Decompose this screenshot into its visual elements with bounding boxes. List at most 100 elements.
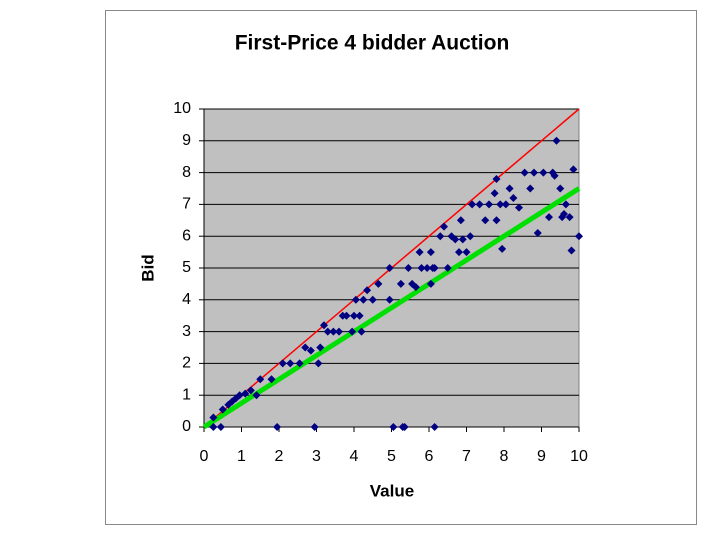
data-point (415, 248, 424, 257)
data-point (496, 200, 505, 209)
data-point (374, 279, 383, 288)
data-point (556, 184, 565, 193)
data-point (426, 248, 435, 257)
data-point (385, 264, 394, 272)
data-point (209, 423, 218, 431)
data-point (455, 248, 463, 257)
data-point (256, 375, 265, 384)
x-tick-label: 3 (312, 448, 321, 465)
y-tick-label: 1 (182, 386, 191, 403)
data-point (565, 213, 574, 222)
x-tick-label: 10 (570, 448, 588, 465)
data-point (550, 171, 559, 180)
x-tick-label: 2 (275, 448, 284, 465)
data-point (451, 235, 460, 244)
data-point (314, 359, 323, 368)
data-point (456, 216, 465, 225)
x-tick-label: 1 (237, 448, 246, 465)
data-point (368, 295, 377, 304)
data-point (530, 168, 538, 177)
data-point (306, 346, 315, 355)
data-point (561, 200, 570, 209)
chart-title: First-Price 4 bidder Auction (235, 32, 510, 55)
y-tick-label: 10 (173, 100, 191, 117)
data-point (466, 232, 475, 241)
data-point (567, 246, 576, 255)
data-point (481, 216, 490, 225)
data-point (357, 327, 366, 336)
y-tick-label: 4 (182, 291, 191, 308)
x-tick-label: 7 (462, 448, 471, 465)
data-point (310, 423, 319, 431)
data-point (560, 209, 568, 218)
y-axis-label: Bid (138, 254, 157, 281)
data-point (501, 200, 510, 209)
x-tick-label: 8 (500, 448, 509, 465)
data-point (278, 359, 287, 368)
data-point (267, 375, 276, 384)
y-tick-label: 0 (182, 418, 191, 435)
data-point (241, 389, 250, 398)
data-point (492, 216, 501, 225)
data-point (355, 311, 364, 320)
data-point (475, 200, 484, 209)
data-point (404, 264, 413, 272)
data-point (533, 229, 542, 238)
data-point (320, 321, 328, 330)
data-point (316, 343, 325, 352)
y-tick-label: 5 (182, 259, 191, 276)
data-point (492, 174, 501, 183)
data-point (417, 264, 426, 272)
data-point (335, 327, 343, 336)
data-point (515, 203, 523, 212)
data-point (246, 386, 255, 395)
data-point (348, 327, 357, 336)
data-point (575, 232, 583, 241)
data-point (363, 286, 372, 295)
data-point (545, 213, 553, 222)
data-point (552, 136, 561, 145)
data-point (426, 279, 435, 288)
data-point (359, 295, 368, 304)
data-point (443, 264, 452, 272)
data-point (509, 194, 518, 203)
data-point (520, 168, 529, 177)
y-tick-label: 7 (182, 196, 191, 213)
data-point (389, 423, 398, 431)
data-point (468, 200, 477, 209)
data-point (458, 235, 467, 244)
data-point (351, 295, 360, 304)
data-point (342, 311, 351, 320)
x-tick-label: 9 (537, 448, 546, 465)
y-tick-label: 8 (182, 164, 191, 181)
data-point (411, 283, 420, 292)
x-tick-label: 4 (350, 448, 359, 465)
data-point (505, 184, 514, 193)
y-tick-label: 9 (182, 132, 191, 149)
data-point (526, 184, 535, 193)
data-point (323, 327, 332, 336)
data-point (498, 244, 507, 253)
data-point (539, 168, 548, 177)
data-point (216, 423, 225, 431)
data-point (350, 311, 358, 320)
x-tick-label: 6 (425, 448, 434, 465)
x-tick-label: 0 (200, 448, 209, 465)
y-tick-label: 3 (182, 323, 191, 340)
data-point (385, 295, 394, 304)
data-point (400, 423, 409, 431)
data-point (218, 405, 227, 414)
x-axis-label: Value (370, 481, 414, 500)
data-point (462, 248, 471, 257)
y-tick-label: 2 (182, 355, 191, 372)
data-point (286, 359, 295, 368)
y-tick-label: 6 (182, 227, 191, 244)
x-tick-label: 5 (387, 448, 396, 465)
data-point (430, 264, 439, 272)
data-point (436, 232, 445, 241)
data-point (440, 222, 448, 231)
data-point (273, 423, 282, 431)
data-point (490, 189, 499, 198)
